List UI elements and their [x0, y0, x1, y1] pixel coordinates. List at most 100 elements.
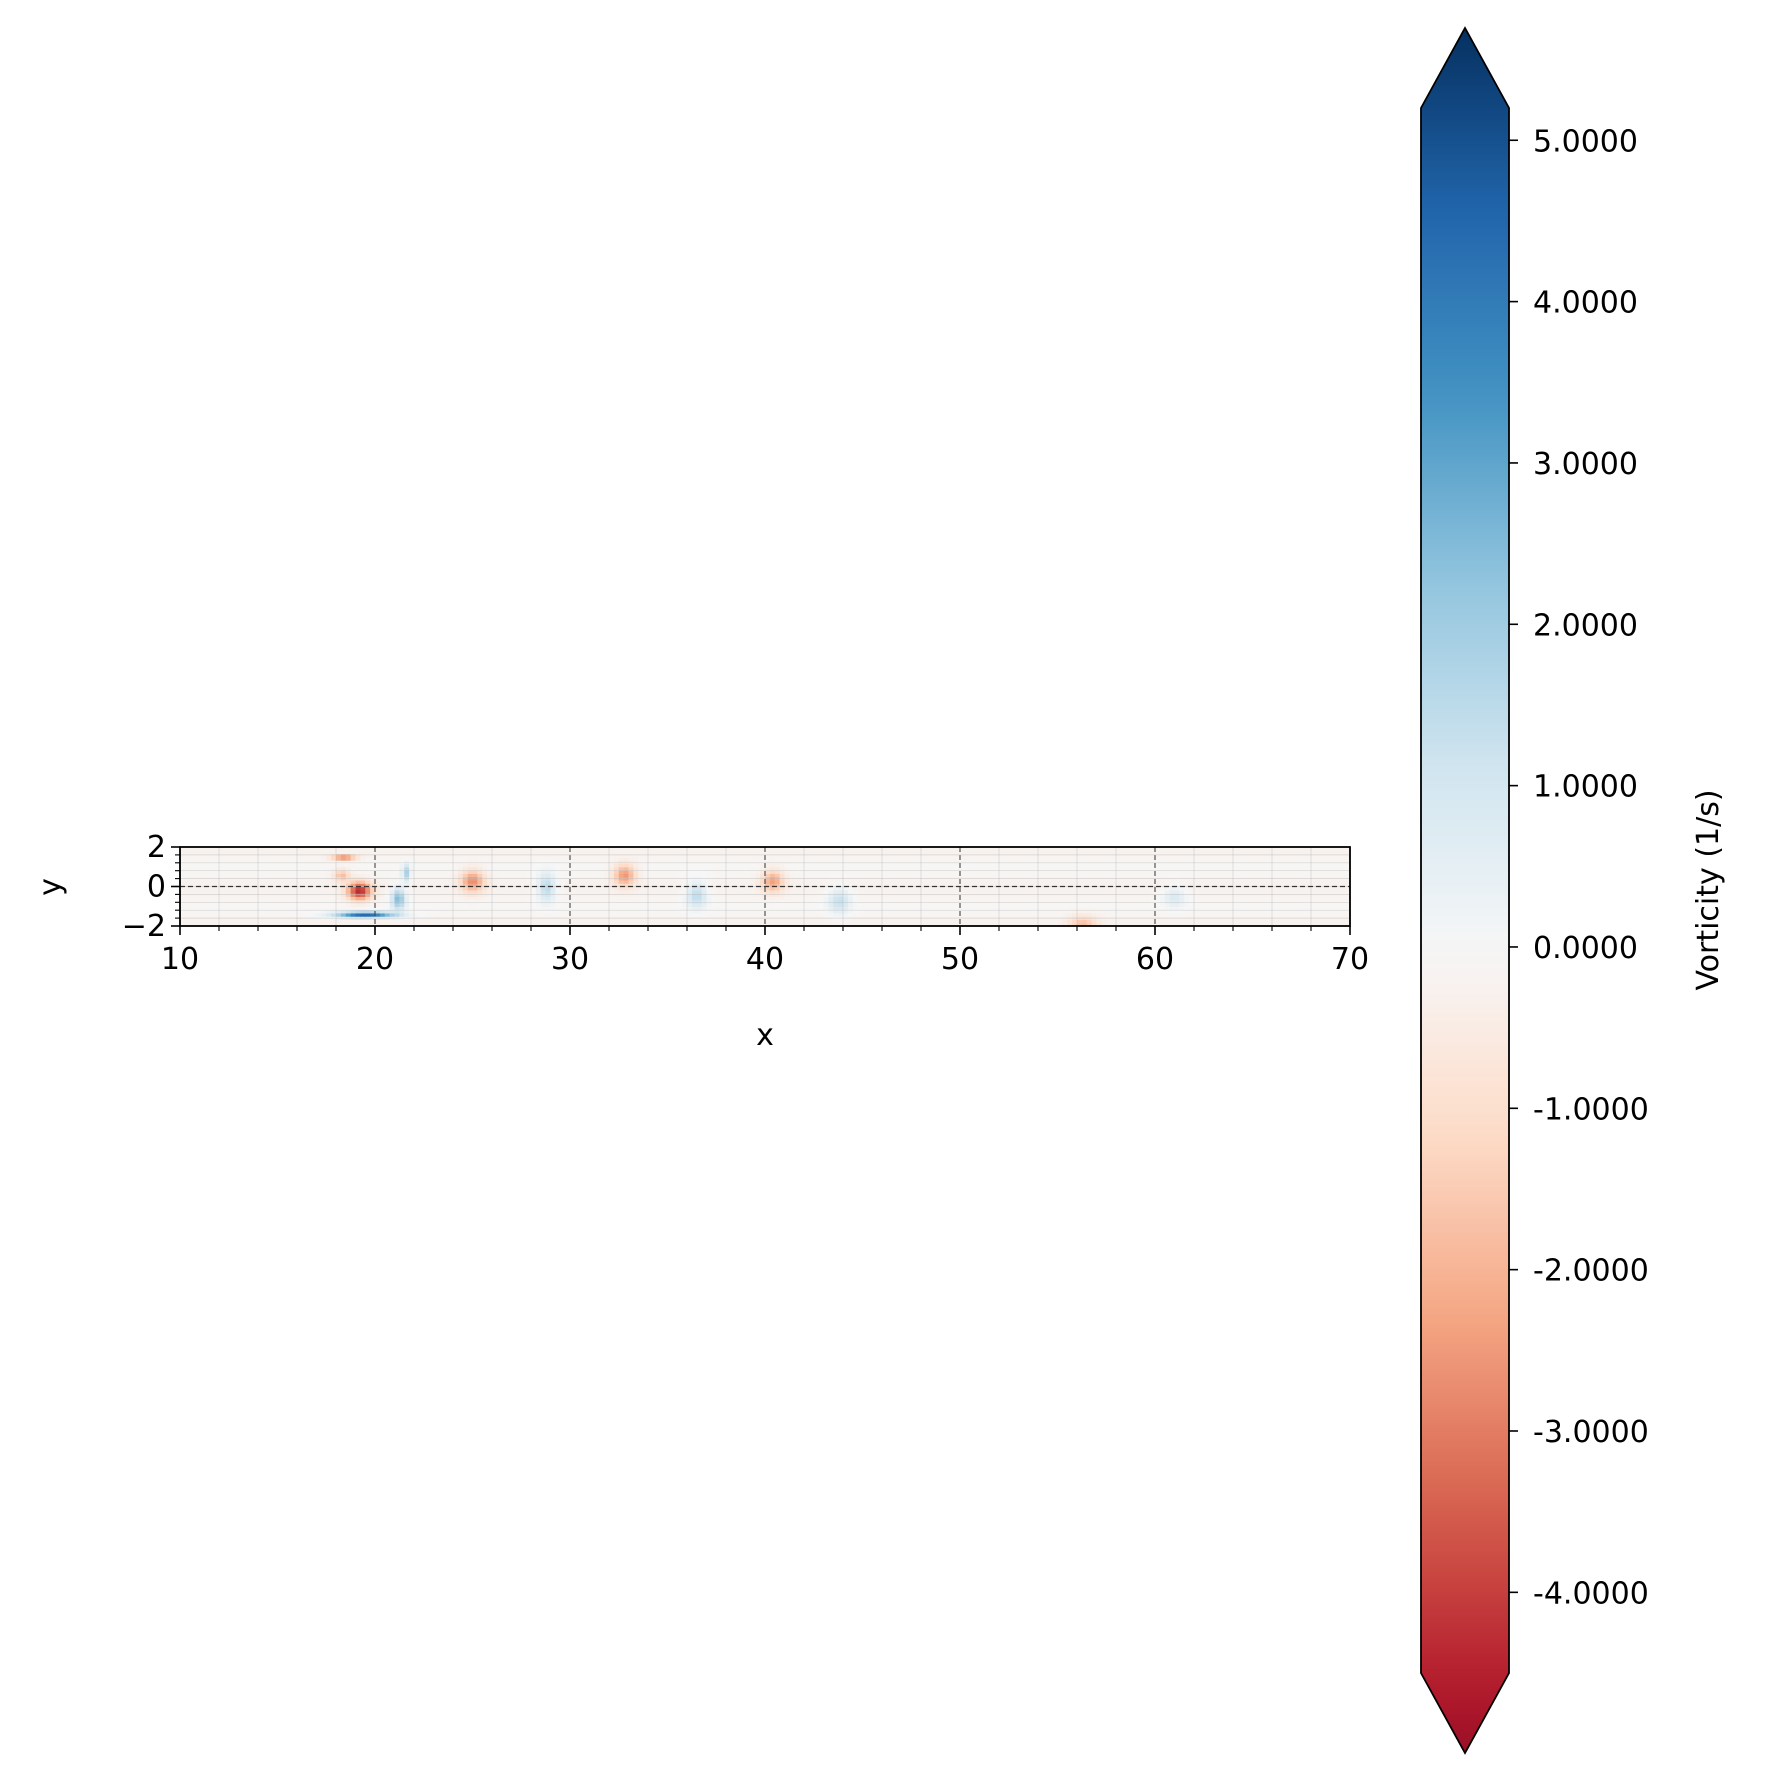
heatmap-cell — [1091, 912, 1098, 917]
heatmap-cell — [1179, 896, 1185, 901]
heatmap-cell — [482, 873, 488, 878]
heatmap-cell — [1033, 919, 1039, 924]
heatmap-cell — [350, 873, 357, 878]
heatmap-cell — [1052, 883, 1059, 888]
heatmap-cell — [648, 863, 654, 868]
heatmap-cell — [745, 893, 751, 897]
heatmap-cell — [964, 912, 971, 917]
heatmap-cell — [1174, 893, 1180, 897]
heatmap-cell — [1306, 889, 1312, 894]
heatmap-cell — [769, 866, 776, 871]
heatmap-cell — [1018, 919, 1024, 924]
heatmap-cell — [760, 919, 766, 924]
heatmap-cell — [891, 883, 898, 888]
heatmap-cell — [1081, 860, 1088, 865]
heatmap-cell — [735, 879, 742, 884]
heatmap-cell — [711, 893, 717, 897]
heatmap-cell — [1189, 899, 1195, 904]
heatmap-cell — [209, 863, 215, 868]
heatmap-cell — [1072, 889, 1078, 894]
heatmap-cell — [1145, 860, 1151, 865]
heatmap-cell — [1194, 896, 1200, 901]
heatmap-cell — [1120, 860, 1127, 865]
heatmap-cell — [794, 889, 800, 894]
heatmap-cell — [921, 909, 927, 914]
heatmap-cell — [1325, 879, 1332, 884]
heatmap-cell — [1233, 889, 1239, 894]
heatmap-cell — [360, 863, 366, 868]
heatmap-cell — [414, 879, 420, 884]
heatmap-cell — [964, 919, 971, 924]
heatmap-cell — [677, 893, 683, 897]
heatmap-cell — [579, 866, 586, 871]
heatmap-cell — [579, 899, 586, 904]
heatmap-cell — [657, 922, 664, 926]
heatmap-cell — [316, 879, 322, 884]
heatmap-cell — [818, 909, 825, 914]
heatmap-cell — [691, 896, 698, 901]
heatmap-cell — [867, 902, 873, 907]
heatmap-cell — [628, 912, 634, 917]
heatmap-cell — [1116, 896, 1122, 901]
heatmap-cell — [1330, 883, 1336, 888]
heatmap-cell — [1325, 870, 1332, 874]
heatmap-cell — [1116, 860, 1122, 865]
heatmap-cell — [950, 902, 956, 907]
heatmap-cell — [326, 886, 332, 891]
heatmap-cell — [438, 883, 444, 888]
heatmap-cell — [877, 919, 883, 924]
heatmap-cell — [1091, 870, 1098, 874]
heatmap-cell — [740, 902, 747, 907]
heatmap-cell — [808, 912, 815, 917]
heatmap-cell — [1286, 889, 1293, 894]
heatmap-cell — [414, 899, 420, 904]
heatmap-cell — [813, 922, 820, 926]
heatmap-cell — [662, 873, 669, 878]
heatmap-cell — [1155, 866, 1161, 871]
heatmap-cell — [1135, 902, 1141, 907]
heatmap-cell — [750, 886, 756, 891]
heatmap-cell — [833, 896, 839, 901]
heatmap-cell — [282, 889, 288, 894]
heatmap-cell — [662, 919, 669, 924]
heatmap-cell — [667, 879, 673, 884]
heatmap-cell — [1062, 899, 1068, 904]
heatmap-cell — [360, 873, 366, 878]
heatmap-cell — [462, 919, 469, 924]
heatmap-cell — [1159, 909, 1166, 914]
heatmap-cell — [916, 899, 922, 904]
heatmap-cell — [1315, 870, 1322, 874]
heatmap-cell — [1062, 919, 1068, 924]
heatmap-cell — [1262, 870, 1268, 874]
heatmap-cell — [384, 906, 391, 911]
heatmap-cell — [1111, 902, 1117, 907]
heatmap-cell — [379, 863, 386, 868]
heatmap-cell — [784, 889, 790, 894]
heatmap-cell — [1276, 922, 1283, 926]
heatmap-cell — [882, 889, 888, 894]
heatmap-cell — [214, 893, 220, 897]
heatmap-cell — [808, 893, 815, 897]
heatmap-cell — [901, 856, 907, 861]
heatmap-cell — [662, 909, 669, 914]
heatmap-cell — [1198, 889, 1205, 894]
heatmap-cell — [750, 866, 756, 871]
heatmap-cell — [555, 883, 561, 888]
heatmap-cell — [1267, 889, 1273, 894]
heatmap-cell — [526, 909, 532, 914]
heatmap-cell — [755, 889, 761, 894]
heatmap-cell — [867, 896, 873, 901]
heatmap-cell — [233, 886, 240, 891]
heatmap-cell — [706, 886, 712, 891]
heatmap-cell — [1033, 909, 1039, 914]
heatmap-cell — [428, 886, 435, 891]
heatmap-cell — [813, 866, 820, 871]
heatmap-cell — [818, 886, 825, 891]
heatmap-cell — [1072, 883, 1078, 888]
heatmap-cell — [189, 912, 196, 917]
heatmap-cell — [238, 870, 244, 874]
heatmap-cell — [526, 919, 532, 924]
heatmap-cell — [1345, 863, 1350, 868]
heatmap-cell — [662, 883, 669, 888]
heatmap-cell — [804, 922, 810, 926]
